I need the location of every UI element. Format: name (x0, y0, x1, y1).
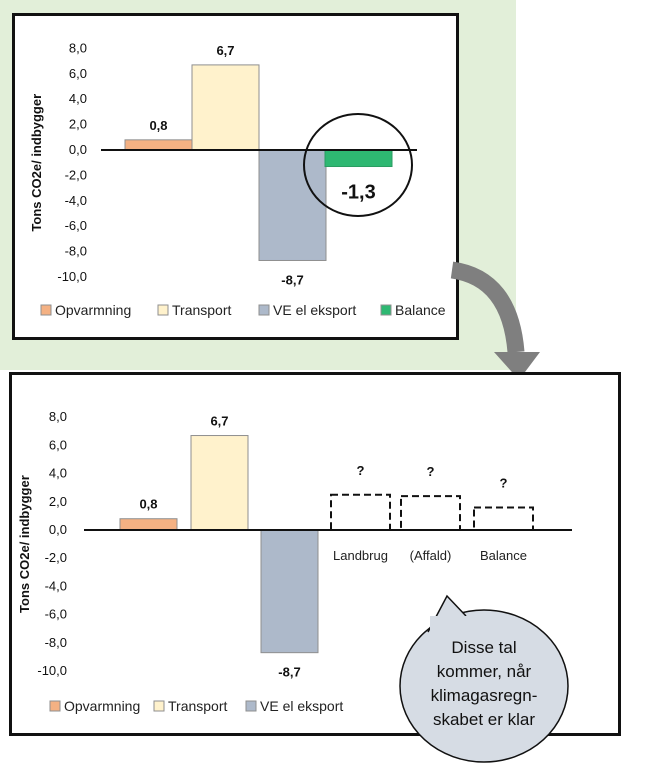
y-tick-label: -10,0 (37, 663, 67, 678)
y-tick-label: -2,0 (45, 550, 67, 565)
y-tick-label: -8,0 (45, 635, 67, 650)
callout-line: Disse tal (451, 638, 516, 657)
legend-item: Opvarmning (55, 302, 131, 318)
y-tick-label: -8,0 (65, 244, 87, 259)
y-tick-label: 6,0 (69, 66, 87, 81)
legend-swatch (245, 700, 257, 712)
chart-panel-current: Tons CO2e/ indbygger 8,0 6,0 4,0 2,0 0,0 -2,0 -… (12, 13, 459, 340)
legend-swatch (157, 304, 169, 316)
legend-item: VE el eksport (273, 302, 356, 318)
y-tick-label: 2,0 (49, 494, 67, 509)
data-label: 0,8 (139, 497, 157, 512)
data-label: 6,7 (210, 414, 228, 429)
y-tick-label: -6,0 (45, 607, 67, 622)
y-tick-label: 8,0 (49, 409, 67, 424)
highlight-circle (303, 113, 413, 217)
legend-item: Balance (395, 302, 446, 318)
y-tick-label: -4,0 (65, 193, 87, 208)
callout-line: klimagasregn- (431, 686, 538, 705)
legend-item: Opvarmning (64, 698, 140, 714)
category-label: Balance (480, 548, 527, 563)
bar-ve-el-eksport (260, 529, 319, 654)
legend-swatch (153, 700, 165, 712)
data-label: -8,7 (281, 272, 303, 287)
placeholder-mark: ? (427, 464, 435, 479)
y-tick-label: 0,0 (49, 522, 67, 537)
bar-transport (190, 435, 249, 531)
y-tick-label: 6,0 (49, 437, 67, 452)
legend-item: Transport (172, 302, 232, 318)
y-tick-label: -10,0 (57, 269, 87, 284)
y-tick-label: -6,0 (65, 218, 87, 233)
y-tick-label: 0,0 (69, 142, 87, 157)
callout-line: kommer, når (437, 662, 532, 681)
bar-chart-future: Tons CO2e/ indbygger 8,0 6,0 4,0 2,0 0,0 -2,0 -… (17, 409, 572, 714)
category-label: Landbrug (333, 548, 388, 563)
y-tick-label: 2,0 (69, 117, 87, 132)
bar-transport (191, 64, 260, 151)
legend-swatch (258, 304, 270, 316)
y-axis-label: Tons CO2e/ indbygger (29, 94, 44, 232)
y-tick-label: 4,0 (49, 466, 67, 481)
legend-swatch (40, 304, 52, 316)
bar-chart-current: Tons CO2e/ indbygger 8,0 6,0 4,0 2,0 0,0 -2,0 -… (29, 40, 446, 318)
legend-item: Transport (168, 698, 228, 714)
data-label-balance: -1,3 (341, 182, 375, 204)
y-tick-label: 8,0 (69, 40, 87, 55)
data-label: 6,7 (216, 43, 234, 58)
callout-line: skabet er klar (433, 710, 535, 729)
placeholder-mark: ? (500, 475, 508, 490)
legend-item: VE el eksport (260, 698, 343, 714)
data-label: -8,7 (278, 665, 300, 680)
category-label: (Affald) (410, 548, 452, 563)
data-label: 0,8 (149, 118, 167, 133)
y-tick-label: 4,0 (69, 91, 87, 106)
y-tick-label: -4,0 (45, 578, 67, 593)
placeholder-mark: ? (357, 463, 365, 478)
legend-swatch (49, 700, 61, 712)
y-axis-label: Tons CO2e/ indbygger (17, 475, 32, 613)
y-tick-label: -2,0 (65, 167, 87, 182)
legend-swatch (380, 304, 392, 316)
